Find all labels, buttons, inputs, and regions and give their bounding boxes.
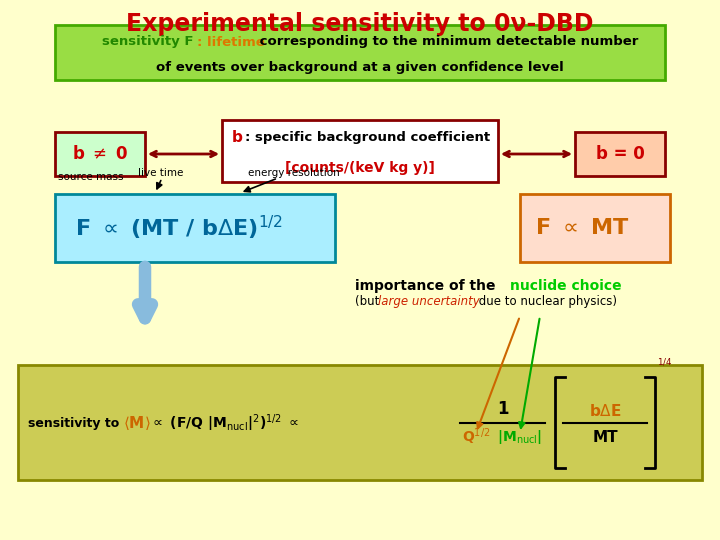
Text: Q$^{1/2}$: Q$^{1/2}$ <box>462 427 490 447</box>
Text: F $\propto$ (MT / b$\Delta$E)$^{1/2}$: F $\propto$ (MT / b$\Delta$E)$^{1/2}$ <box>75 214 283 242</box>
Text: due to nuclear physics): due to nuclear physics) <box>475 295 617 308</box>
Text: Experimental sensitivity to 0ν-DBD: Experimental sensitivity to 0ν-DBD <box>126 12 594 36</box>
Text: energy resolution: energy resolution <box>248 168 340 178</box>
FancyBboxPatch shape <box>222 120 498 182</box>
Text: b $\neq$ 0: b $\neq$ 0 <box>72 145 128 163</box>
Text: [counts/(keV kg y)]: [counts/(keV kg y)] <box>285 161 435 175</box>
Text: |M$_{\rm nucl}$|: |M$_{\rm nucl}$| <box>497 428 542 446</box>
Text: b = 0: b = 0 <box>595 145 644 163</box>
Text: b: b <box>232 131 243 145</box>
Text: sensitivity F: sensitivity F <box>102 36 194 49</box>
Text: large uncertainty: large uncertainty <box>378 295 480 308</box>
Text: b$\Delta$E: b$\Delta$E <box>589 403 621 419</box>
Text: $\propto$ (F/Q |M$_{\rm nucl}$|$^2$)$^{1/2}$ $\propto$: $\propto$ (F/Q |M$_{\rm nucl}$|$^2$)$^{1… <box>145 412 300 434</box>
Text: nuclide choice: nuclide choice <box>510 279 621 293</box>
FancyBboxPatch shape <box>55 25 665 80</box>
Text: F $\propto$ MT: F $\propto$ MT <box>535 218 629 238</box>
Text: 1: 1 <box>498 400 509 418</box>
Text: live time: live time <box>138 168 184 178</box>
FancyBboxPatch shape <box>520 194 670 262</box>
Text: corresponding to the minimum detectable number: corresponding to the minimum detectable … <box>255 36 639 49</box>
Text: source mass: source mass <box>58 172 124 182</box>
FancyBboxPatch shape <box>18 365 702 480</box>
Text: sensitivity to: sensitivity to <box>28 416 124 429</box>
FancyBboxPatch shape <box>575 132 665 176</box>
Text: MT: MT <box>592 429 618 444</box>
Text: (but: (but <box>355 295 383 308</box>
Text: $\langle$M$\rangle$: $\langle$M$\rangle$ <box>123 414 150 432</box>
Text: : lifetime: : lifetime <box>197 36 265 49</box>
FancyBboxPatch shape <box>55 132 145 176</box>
Text: $^{1/4}$: $^{1/4}$ <box>657 359 672 372</box>
Text: importance of the: importance of the <box>355 279 500 293</box>
Text: : specific background coefficient: : specific background coefficient <box>245 132 490 145</box>
FancyBboxPatch shape <box>55 194 335 262</box>
Text: of events over background at a given confidence level: of events over background at a given con… <box>156 62 564 75</box>
